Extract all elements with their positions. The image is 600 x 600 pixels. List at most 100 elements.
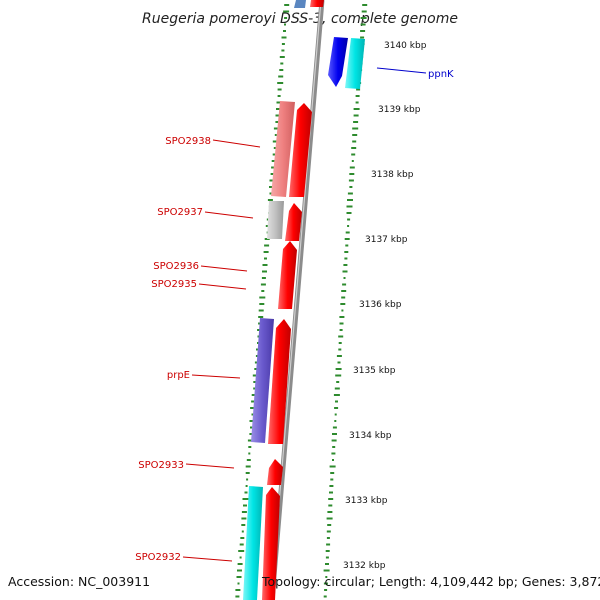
gc-dot-outer [349, 186, 353, 188]
feature-SPO2933[interactable] [267, 459, 283, 485]
gc-dot-outer [334, 420, 337, 422]
gc-dot-outer [352, 140, 357, 143]
gc-dot-inner [248, 446, 252, 448]
gc-dot-inner [251, 394, 257, 396]
gc-dot-inner [262, 270, 267, 273]
gc-dot-inner [251, 400, 257, 403]
gc-dot-inner [245, 465, 251, 468]
gc-dot-outer [347, 199, 353, 201]
gc-dot-inner [262, 264, 268, 266]
gc-dot-inner [250, 426, 253, 429]
gc-dot-inner [249, 433, 253, 435]
gc-dot-outer [336, 355, 342, 357]
gc-dot-inner [253, 387, 257, 390]
gc-dot-inner [284, 23, 286, 26]
gc-dot-inner [264, 257, 267, 260]
partial-feature-top-red[interactable] [310, 0, 324, 7]
feature-cds-red-3[interactable] [268, 319, 291, 444]
feature-cds-red-1[interactable] [289, 103, 312, 197]
gc-dot-outer [341, 290, 347, 292]
gc-dot-outer [328, 498, 334, 500]
gc-dot-outer [335, 368, 342, 370]
gc-dot-inner [240, 537, 245, 539]
gc-dot-outer [347, 218, 351, 221]
gc-dot-outer [360, 23, 366, 26]
feature-SPO2932[interactable] [243, 486, 263, 600]
gc-dot-outer [332, 433, 337, 435]
gc-dot-outer [347, 225, 350, 227]
gc-dot-inner [270, 173, 275, 175]
gc-dot-outer [334, 387, 340, 390]
gc-dot-outer [323, 595, 327, 598]
gc-dot-inner [273, 147, 276, 149]
gc-dot-inner [242, 498, 249, 500]
feature-ppnK-blue[interactable] [328, 37, 348, 87]
gc-dot-outer [338, 342, 342, 344]
gc-dot-inner [251, 413, 254, 416]
gc-dot-inner [281, 43, 285, 45]
gc-dot-outer [328, 504, 333, 507]
gc-dot-outer [336, 381, 340, 383]
gc-dot-inner [248, 452, 251, 455]
gc-dot-inner [284, 17, 288, 19]
gc-dot-inner [235, 589, 241, 591]
gc-dot-outer [335, 374, 342, 377]
gc-dot-outer [351, 160, 354, 162]
gc-dot-inner [236, 576, 242, 578]
gc-dot-outer [339, 322, 344, 325]
gene-label-SPO2938[interactable]: SPO2938 [165, 136, 211, 147]
gc-dot-inner [246, 478, 249, 481]
gc-dot-inner [267, 199, 273, 201]
gc-dot-outer [344, 251, 349, 253]
gc-dot-outer [351, 147, 357, 149]
gc-dot-outer [323, 569, 330, 572]
gc-dot-outer [329, 465, 336, 468]
gc-dot-outer [345, 231, 350, 234]
gc-dot-inner [243, 504, 247, 507]
gc-dot-inner [275, 114, 280, 117]
gc-dot-inner [258, 316, 264, 318]
gc-dot-inner [258, 309, 264, 312]
feature-prpE[interactable] [251, 318, 274, 443]
gc-dot-outer [356, 88, 361, 91]
gc-dot-inner [274, 134, 277, 136]
gene-label-ppnK[interactable]: ppnK [428, 69, 454, 80]
gc-dot-inner [239, 556, 242, 559]
gene-label-SPO2932[interactable]: SPO2932 [135, 552, 181, 563]
feature-SPO2938[interactable] [271, 101, 295, 197]
gc-dot-inner [269, 192, 273, 195]
gc-dot-outer [345, 244, 349, 247]
gene-label-SPO2935[interactable]: SPO2935 [151, 279, 197, 290]
feature-cds-red-4[interactable] [262, 487, 280, 600]
gc-dot-inner [247, 439, 253, 442]
gc-dot-inner [245, 472, 250, 474]
gc-dot-inner [263, 251, 269, 253]
gene-label-prpE[interactable]: prpE [167, 370, 190, 381]
gc-dot-outer [346, 205, 353, 208]
gene-label-SPO2936[interactable]: SPO2936 [153, 261, 199, 272]
gc-dot-inner [244, 491, 248, 494]
gc-dot-inner [269, 186, 274, 188]
feature-ppnK-cyan[interactable] [345, 38, 365, 89]
gene-label-SPO2933[interactable]: SPO2933 [138, 460, 184, 471]
gc-dot-inner [260, 283, 266, 286]
gc-dot-outer [329, 485, 334, 487]
feature-cds-red-2[interactable] [285, 203, 302, 241]
gc-dot-inner [271, 160, 276, 162]
gc-dot-outer [329, 491, 333, 494]
gc-dot-outer [349, 166, 355, 169]
gc-dot-inner [264, 244, 270, 247]
gc-dot-inner [284, 4, 290, 6]
gc-dot-outer [327, 511, 333, 513]
gc-dot-outer [338, 335, 344, 338]
tick-label: 3133 kbp [345, 496, 388, 506]
gc-dot-inner [259, 296, 266, 299]
feature-SPO2936[interactable] [278, 241, 297, 309]
gc-dot-inner [261, 290, 265, 292]
gc-dot-inner [237, 569, 242, 572]
partial-feature-top-blue[interactable] [294, 0, 306, 8]
feature-SPO2937[interactable] [267, 201, 284, 239]
gc-dot-outer [340, 303, 346, 305]
gc-dot-inner [249, 420, 255, 422]
gene-label-SPO2937[interactable]: SPO2937 [157, 207, 203, 218]
